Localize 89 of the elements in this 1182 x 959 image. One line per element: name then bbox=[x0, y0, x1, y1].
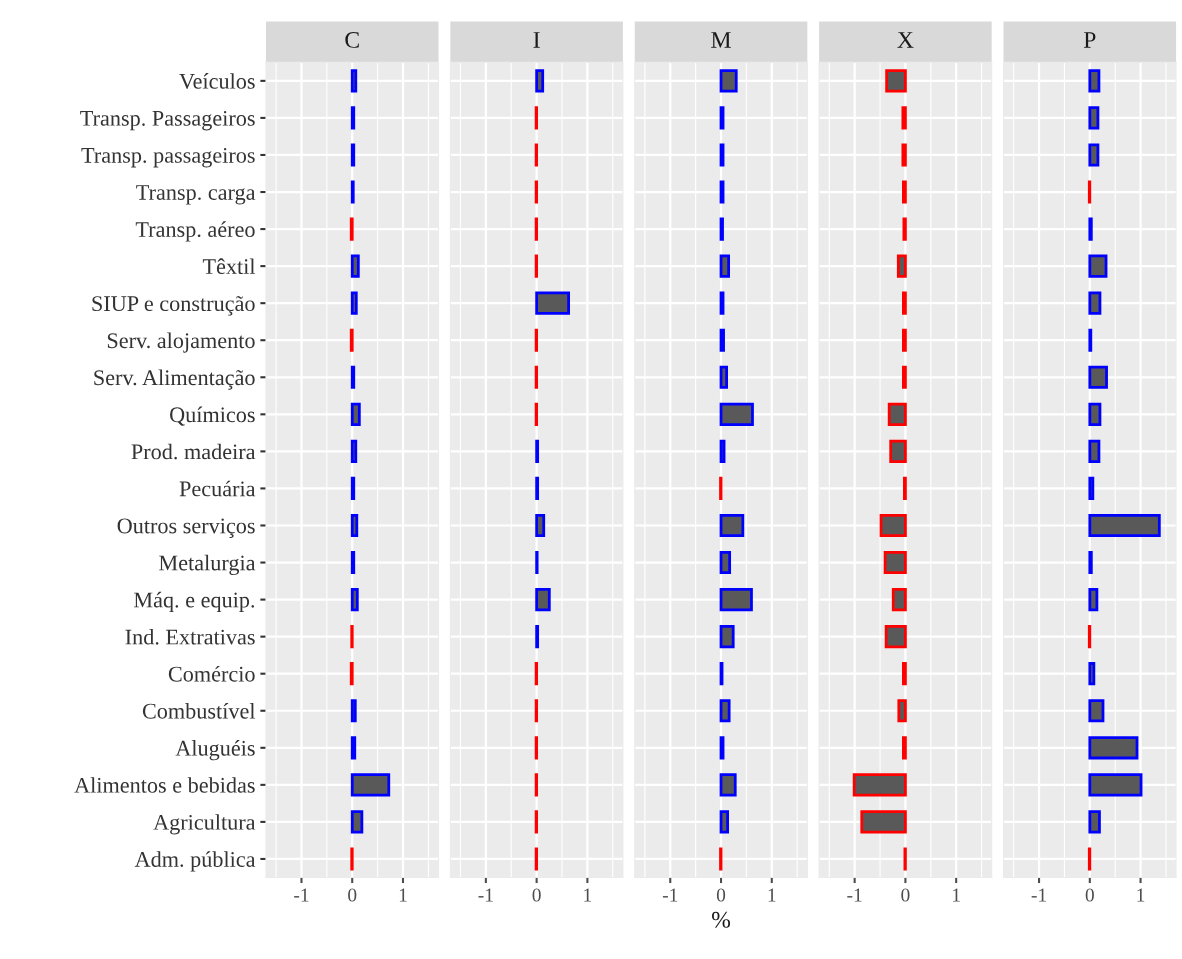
y-tick-label: Transp. aéreo bbox=[135, 221, 255, 242]
y-tick-label: Químicos bbox=[170, 406, 255, 426]
x-tick-label: -1 bbox=[1031, 888, 1046, 902]
x-tick-label: -1 bbox=[847, 888, 862, 902]
y-tick-label: Máq. e equip. bbox=[133, 591, 255, 613]
y-tick-label: Prod. madeira bbox=[131, 443, 256, 460]
bar bbox=[1088, 69, 1101, 93]
y-tick-label: Transp. Passageiros bbox=[80, 110, 255, 131]
y-tick-label: Transp. carga bbox=[136, 185, 256, 205]
bar bbox=[1088, 736, 1139, 760]
x-tick-label: 0 bbox=[901, 888, 910, 902]
bar bbox=[1088, 476, 1095, 501]
x-tick-label: 0 bbox=[1085, 888, 1094, 902]
bar bbox=[1088, 402, 1102, 426]
x-axis-title: % bbox=[711, 911, 731, 928]
y-tick-label: Comércio bbox=[168, 665, 255, 682]
x-tick-label: 0 bbox=[532, 888, 541, 902]
y-tick-label: SIUP e construção bbox=[92, 295, 255, 316]
bar bbox=[719, 69, 738, 93]
bar bbox=[719, 254, 731, 278]
bar bbox=[1088, 662, 1096, 686]
bar bbox=[719, 365, 728, 389]
bar bbox=[719, 180, 725, 204]
bar bbox=[535, 69, 545, 93]
bar bbox=[1088, 810, 1101, 834]
y-tick-label: Adm. pública bbox=[134, 851, 256, 872]
y-tick-label: Serv. alojamento bbox=[107, 332, 255, 353]
bar bbox=[719, 328, 725, 352]
y-tick-label: Alimentos e bebidas bbox=[74, 777, 255, 793]
bar bbox=[719, 143, 725, 167]
chart-title: I bbox=[533, 32, 540, 48]
bar bbox=[719, 513, 745, 538]
x-tick-label: -1 bbox=[294, 888, 309, 902]
bar bbox=[350, 291, 358, 315]
bar bbox=[350, 439, 358, 463]
bar bbox=[350, 69, 358, 93]
chart-title: P bbox=[1083, 32, 1096, 48]
x-tick-label: 1 bbox=[768, 888, 776, 902]
bar bbox=[535, 588, 551, 612]
x-tick-label: 1 bbox=[399, 888, 407, 902]
y-tick-label: Agricultura bbox=[153, 814, 256, 835]
x-tick-label: 1 bbox=[584, 888, 592, 902]
x-tick-label: 0 bbox=[348, 888, 357, 902]
bar bbox=[350, 773, 391, 797]
y-tick-label: Veículos bbox=[179, 73, 255, 89]
y-tick-label: Transp. passageiros bbox=[81, 147, 255, 168]
y-tick-label: Têxtil bbox=[202, 258, 256, 275]
bar bbox=[719, 588, 753, 612]
x-tick-label: -1 bbox=[478, 888, 493, 902]
bar bbox=[350, 402, 361, 426]
bar bbox=[1088, 588, 1099, 612]
chart-title: C bbox=[345, 32, 359, 48]
bar bbox=[1088, 773, 1143, 797]
bar bbox=[719, 439, 726, 463]
x-tick-label: 0 bbox=[716, 888, 726, 902]
bar bbox=[535, 513, 546, 538]
bar bbox=[1088, 291, 1102, 315]
y-tick-label: Serv. Alimentação bbox=[94, 369, 255, 390]
bar bbox=[1088, 513, 1161, 538]
bar bbox=[350, 810, 364, 834]
bar bbox=[350, 588, 359, 612]
bar bbox=[1088, 699, 1105, 723]
bar bbox=[1088, 439, 1101, 463]
x-tick-label: 1 bbox=[953, 888, 960, 902]
x-tick-label: 1 bbox=[1137, 888, 1145, 902]
bar bbox=[719, 402, 754, 426]
bar bbox=[719, 550, 732, 575]
x-tick-label: -1 bbox=[662, 888, 678, 902]
y-tick-label: Ind. Extrativas bbox=[125, 628, 255, 645]
bar bbox=[350, 513, 359, 538]
bar bbox=[535, 291, 570, 315]
bar bbox=[1088, 143, 1100, 167]
bar bbox=[1088, 254, 1108, 278]
bar bbox=[719, 773, 737, 797]
bar bbox=[719, 625, 735, 649]
y-tick-label: Aluguéis bbox=[175, 740, 255, 761]
bar bbox=[719, 810, 730, 834]
bar bbox=[350, 254, 360, 278]
chart-title: M bbox=[711, 32, 731, 48]
chart-title: X bbox=[897, 32, 914, 48]
bar bbox=[1088, 106, 1100, 130]
y-tick-label: Metalurgia bbox=[159, 554, 256, 576]
y-tick-label: Pecuária bbox=[179, 480, 256, 497]
bar bbox=[350, 736, 357, 760]
y-tick-label: Outros serviços bbox=[117, 518, 255, 538]
y-tick-label: Combustível bbox=[142, 703, 256, 719]
bar bbox=[1088, 365, 1108, 389]
bar bbox=[350, 699, 357, 723]
bar bbox=[719, 699, 731, 723]
